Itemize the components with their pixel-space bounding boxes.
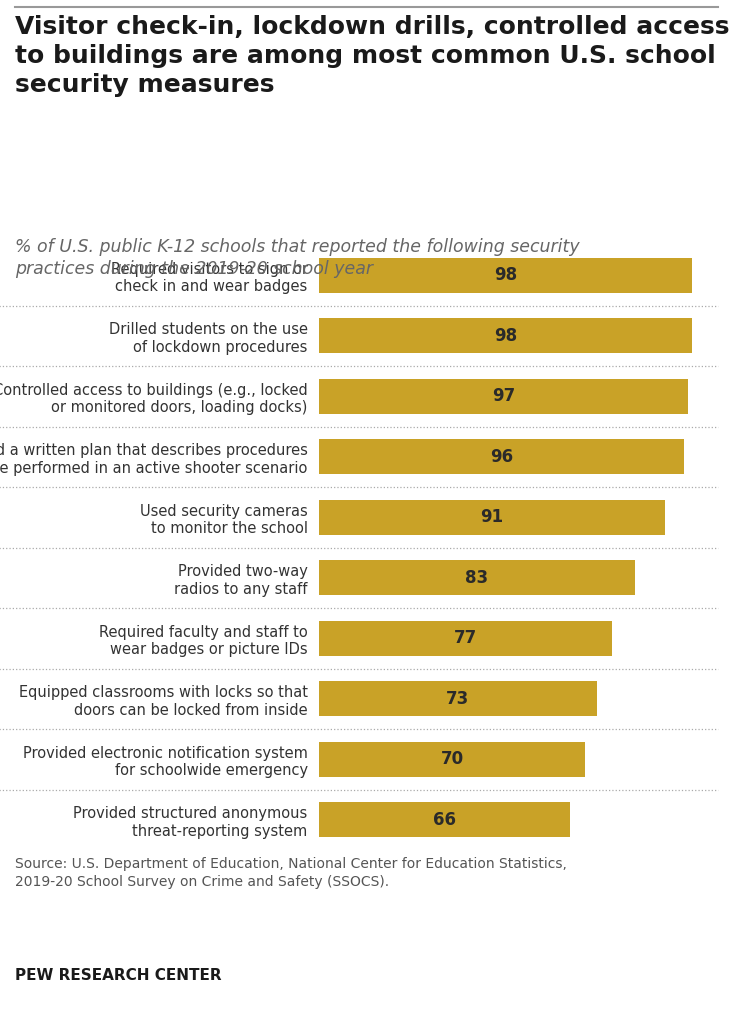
Bar [319,681,597,717]
Text: 77: 77 [454,630,477,647]
Text: 97: 97 [492,387,515,406]
Text: 83: 83 [465,568,488,587]
Text: 96: 96 [490,447,513,466]
Text: PEW RESEARCH CENTER: PEW RESEARCH CENTER [15,968,221,983]
Text: Source: U.S. Department of Education, National Center for Education Statistics,
: Source: U.S. Department of Education, Na… [15,857,567,890]
Bar [319,802,570,838]
Text: 98: 98 [494,266,517,285]
Text: 66: 66 [433,811,456,828]
Bar [319,318,692,353]
Bar [319,439,684,474]
Text: 98: 98 [494,327,517,345]
Text: 73: 73 [446,690,469,708]
Text: Visitor check-in, lockdown drills, controlled access
to buildings are among most: Visitor check-in, lockdown drills, contr… [15,15,729,97]
Text: 70: 70 [441,751,463,768]
Bar [319,379,688,414]
Bar [319,258,692,293]
Bar [319,621,612,655]
Text: % of U.S. public K-12 schools that reported the following security
practices dur: % of U.S. public K-12 schools that repor… [15,238,579,278]
Bar [319,500,665,535]
Text: 91: 91 [480,508,504,526]
Bar [319,741,585,777]
Bar [319,560,635,595]
